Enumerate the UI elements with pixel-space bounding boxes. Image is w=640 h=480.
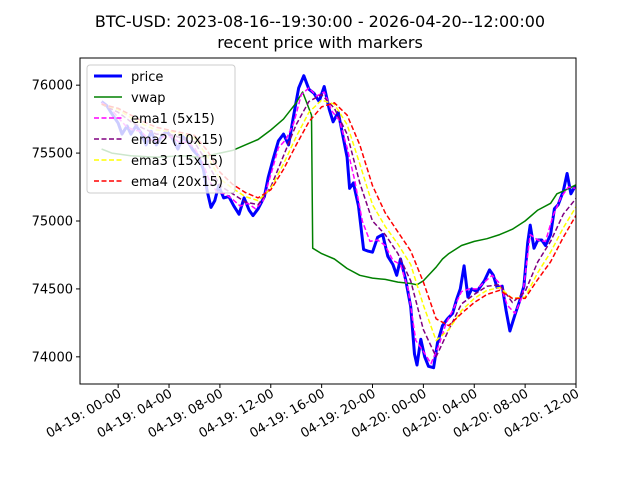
series-line-5 <box>101 102 576 327</box>
series-line-4 <box>101 99 576 342</box>
y-tick-label: 75000 <box>32 215 73 230</box>
legend-label: price <box>131 70 163 85</box>
legend-label: ema2 (10x15) <box>131 133 223 148</box>
legend-label: ema3 (15x15) <box>131 154 223 169</box>
legend-box <box>86 64 236 194</box>
y-tick-label: 75500 <box>32 147 73 162</box>
y-tick-label: 74000 <box>32 350 73 365</box>
plot-frame <box>79 57 577 385</box>
legend: price vwap ema1 (5x15) ema2 (10x15) ema3 (15… <box>86 64 236 194</box>
legend-label: ema1 (5x15) <box>131 112 215 127</box>
y-tick-label: 76000 <box>32 79 73 94</box>
legend-label: ema4 (20x15) <box>131 175 223 190</box>
y-tick-label: 74500 <box>32 282 73 297</box>
legend-label: vwap <box>131 91 166 106</box>
chart-title: BTC-USD: 2023-08-16--19:30:00 - 2026-04-… <box>94 12 546 31</box>
chart-subtitle: recent price with markers <box>217 33 423 52</box>
